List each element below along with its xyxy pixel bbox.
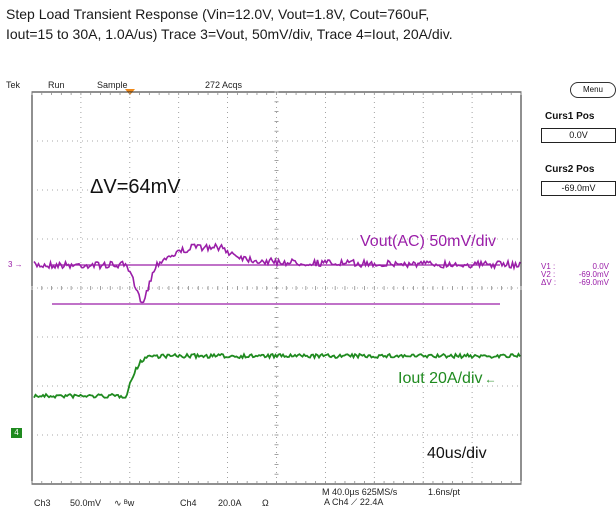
readout-value: 0.0V xyxy=(592,262,609,271)
menu-button[interactable]: Menu xyxy=(570,82,616,98)
run-state: Run xyxy=(48,80,65,90)
ch3-label: Ch3 xyxy=(34,498,51,508)
ch4-scale: 20.0A xyxy=(218,498,242,508)
trigger-readout: A Ch4 ⟋ 22.4A xyxy=(324,497,384,507)
trace-ch4-iout xyxy=(33,352,521,400)
curs1-value[interactable]: 0.0V xyxy=(541,128,616,143)
acq-count: 272 Acqs xyxy=(205,80,243,90)
ch3-flags: ∿ ᴮw xyxy=(114,498,135,508)
curs2-value[interactable]: -69.0mV xyxy=(541,181,616,196)
scope-footer: Ch3 50.0mV ∿ ᴮw Ch4 20.0A Ω M 40.0µs 625… xyxy=(0,484,530,524)
cursor-readout: V1 : 0.0V V2 : -69.0mV ΔV : -69.0mV xyxy=(541,263,616,287)
ch3-marker-label: 3 xyxy=(8,260,13,269)
readout-row: ΔV : -69.0mV xyxy=(541,279,616,287)
curs2-label: Curs2 Pos xyxy=(545,164,595,175)
arrow-left-icon: ← xyxy=(484,372,497,386)
scope-status-bar: Tek Run Sample 272 Acqs xyxy=(0,80,616,92)
cursor-side-panel: Menu Curs1 Pos 0.0V Curs2 Pos -69.0mV V1… xyxy=(537,80,616,287)
graticule xyxy=(31,91,522,485)
readout-value: -69.0mV xyxy=(578,270,609,279)
brand-label: Tek xyxy=(6,80,21,90)
resolution-readout: 1.6ns/pt xyxy=(428,487,461,497)
ch4-label: Ch4 xyxy=(180,498,197,508)
iout-label-text: Iout 20A/div xyxy=(398,370,483,387)
readout-key: ΔV : xyxy=(541,278,557,287)
readout-row: V1 : 0.0V xyxy=(541,263,616,271)
trace-ch3-vout xyxy=(33,242,521,304)
figure-caption: Step Load Transient Response (Vin=12.0V,… xyxy=(6,4,606,44)
ch3-scale: 50.0mV xyxy=(70,498,102,508)
vout-trace-label: Vout(AC) 50mV/div xyxy=(360,233,497,250)
caption-line-1: Step Load Transient Response (Vin=12.0V,… xyxy=(6,6,430,22)
timebase-annotation: 40us/div xyxy=(427,445,487,462)
ch4-flags: Ω xyxy=(262,498,269,508)
iout-trace-label: Iout 20A/div ← xyxy=(398,370,497,388)
ch3-ground-marker[interactable]: 3 → xyxy=(8,260,23,269)
readout-value: -69.0mV xyxy=(578,278,609,287)
delta-v-annotation: ΔV=64mV xyxy=(90,176,181,198)
readout-key: V2 : xyxy=(541,270,556,279)
ch4-ground-marker[interactable]: 4 xyxy=(11,428,22,438)
curs1-label: Curs1 Pos xyxy=(545,111,595,122)
horizontal-setting: M 40.0µs 625MS/s xyxy=(322,487,398,497)
readout-row: V2 : -69.0mV xyxy=(541,271,616,279)
caption-line-2: Iout=15 to 30A, 1.0A/us) Trace 3=Vout, 5… xyxy=(6,26,453,42)
acq-mode: Sample xyxy=(97,80,128,90)
readout-key: V1 : xyxy=(541,262,556,271)
